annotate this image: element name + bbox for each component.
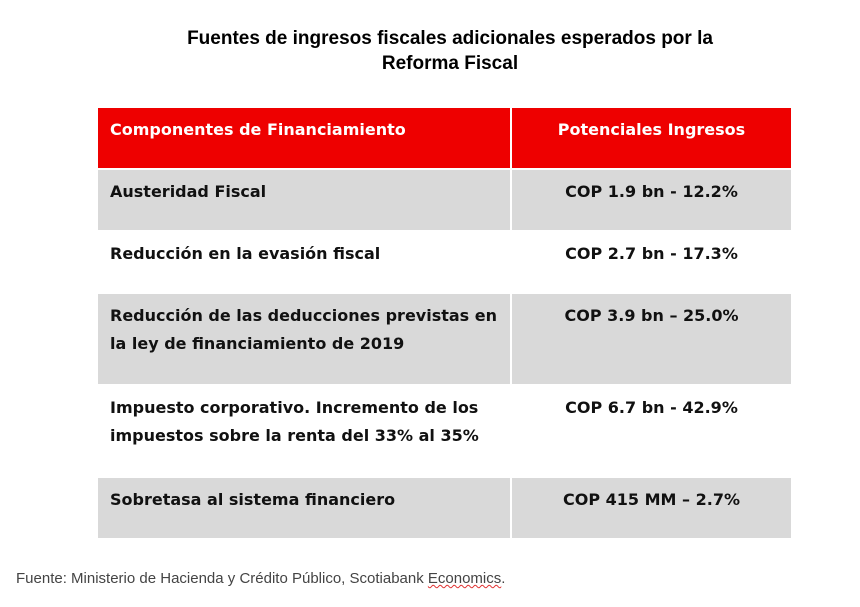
header-components: Componentes de Financiamiento <box>96 106 512 170</box>
component-cell: Austeridad Fiscal <box>96 168 512 232</box>
table-row: Reducción de las deducciones previstas e… <box>96 292 793 386</box>
title-line-1: Fuentes de ingresos fiscales adicionales… <box>187 28 713 49</box>
table-row: Austeridad Fiscal COP 1.9 bn - 12.2% <box>96 168 793 232</box>
table-row: Sobretasa al sistema financiero COP 415 … <box>96 476 793 540</box>
income-cell: COP 2.7 bn - 17.3% <box>510 230 793 294</box>
source-suffix: . <box>501 570 506 587</box>
component-cell: Reducción de las deducciones previstas e… <box>96 292 512 386</box>
income-cell: COP 6.7 bn - 42.9% <box>510 384 793 478</box>
revenue-sources-table: Componentes de Financiamiento Potenciale… <box>96 106 793 540</box>
title-line-2: Reforma Fiscal <box>381 53 519 74</box>
income-cell: COP 3.9 bn – 25.0% <box>510 292 793 386</box>
page-title: Fuentes de ingresos fiscales adicionales… <box>100 26 800 76</box>
spellcheck-flagged-word: Economics <box>427 570 502 587</box>
table-row: Impuesto corporativo. Incremento de los … <box>96 384 793 478</box>
table-header-row: Componentes de Financiamiento Potenciale… <box>96 106 793 170</box>
source-note: Fuente: Ministerio de Hacienda y Crédito… <box>16 570 505 587</box>
component-cell: Impuesto corporativo. Incremento de los … <box>96 384 512 478</box>
header-potential-income: Potenciales Ingresos <box>510 106 793 170</box>
income-cell: COP 415 MM – 2.7% <box>510 476 793 540</box>
income-cell: COP 1.9 bn - 12.2% <box>510 168 793 232</box>
source-prefix: Fuente: Ministerio de Hacienda y Crédito… <box>16 570 428 587</box>
component-cell: Sobretasa al sistema financiero <box>96 476 512 540</box>
table-row: Reducción en la evasión fiscal COP 2.7 b… <box>96 230 793 294</box>
component-cell: Reducción en la evasión fiscal <box>96 230 512 294</box>
